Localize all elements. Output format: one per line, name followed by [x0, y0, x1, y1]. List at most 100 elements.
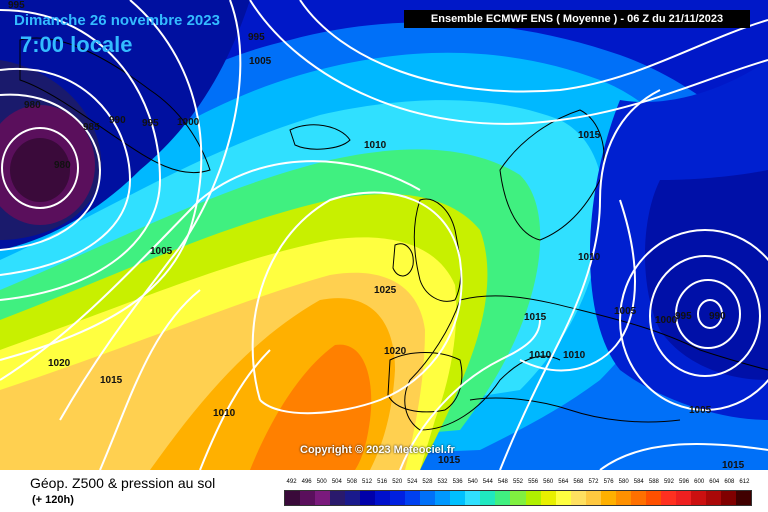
weather-map: [0, 0, 768, 470]
isobar-label: 990: [109, 115, 126, 126]
coast-iberia: [387, 352, 463, 413]
band-deep-orange: [250, 344, 372, 470]
legend-swatch: [690, 491, 706, 505]
isobar-label: 1015: [722, 460, 745, 471]
isobar-label: 1025: [374, 285, 397, 296]
legend-value: 560: [543, 479, 554, 485]
isobar-label: 1010: [213, 408, 236, 419]
isobar-label: 1005: [614, 306, 637, 317]
legend-value: 556: [528, 479, 539, 485]
isobar-label: 995: [675, 311, 692, 322]
legend-value: 596: [679, 479, 690, 485]
legend-swatch: [600, 491, 616, 505]
isobar-label: 985: [83, 122, 100, 133]
isobar-1020: [0, 160, 421, 381]
isobar-1010-west: [199, 349, 271, 470]
isobar-label: 1015: [578, 130, 601, 141]
legend-value: 604: [709, 479, 720, 485]
isobar-label: 1005: [150, 246, 173, 257]
isobar-995-east: [675, 279, 741, 349]
isobar-label: 1005: [249, 56, 272, 67]
legend-value: 496: [301, 479, 312, 485]
legend-swatch: [630, 491, 646, 505]
isobars: [0, 0, 768, 470]
copyright-notice: Copyright © 2023 Meteociel.fr: [300, 444, 455, 456]
legend-swatch: [390, 491, 406, 505]
coast-mediterranean: [469, 397, 681, 423]
map-footer: Géop. Z500 & pression au sol (+ 120h) 49…: [0, 470, 768, 512]
isobar-label: 995: [248, 32, 265, 43]
legend-swatch: [540, 491, 556, 505]
isobar-1010-mid: [519, 199, 636, 372]
legend-value: 568: [573, 479, 584, 485]
legend-value: 588: [648, 479, 659, 485]
legend-value: 508: [346, 479, 357, 485]
isobar-1015-mid: [499, 89, 661, 470]
legend-value: 552: [512, 479, 524, 485]
legend-swatch: [465, 491, 481, 505]
coast-britain: [413, 198, 462, 302]
isobar-label: 980: [24, 100, 41, 111]
isobar-label: 1010: [364, 140, 387, 151]
isobar-980: [1, 127, 79, 209]
legend-value: 524: [407, 479, 418, 485]
coast-greenland: [19, 37, 211, 174]
legend-swatch: [720, 491, 736, 505]
legend-value: 520: [392, 479, 403, 485]
legend-value: 600: [694, 479, 705, 485]
legend-swatch: [420, 491, 436, 505]
legend-swatch: [570, 491, 586, 505]
legend-swatch: [345, 491, 361, 505]
legend-value: 548: [497, 479, 508, 485]
isobar-label: 980: [54, 160, 71, 171]
isobar-label: 1005: [689, 405, 712, 416]
legend-swatch: [645, 491, 661, 505]
product-title: Géop. Z500 & pression au sol: [30, 475, 216, 491]
legend-swatch: [315, 491, 331, 505]
legend-swatch: [285, 491, 301, 505]
isobar-1015-north: [299, 0, 768, 93]
isobar-1025: [251, 191, 463, 415]
forecast-date: Dimanche 26 novembre 2023: [14, 12, 220, 29]
isobar-1005-east: [619, 229, 768, 411]
isobar-label: 1000: [655, 315, 678, 326]
coast-europe: [404, 295, 768, 431]
legend-labels: 492 496 500 504 508 512 516 520 524 528 532 536 540 5…: [284, 479, 752, 489]
legend-value: 492: [286, 479, 297, 485]
isobar-label: 1010: [563, 350, 586, 361]
legend-value: 612: [739, 479, 750, 485]
color-legend: [284, 490, 752, 506]
legend-value: 592: [663, 479, 674, 485]
legend-swatch: [555, 491, 571, 505]
legend-swatch: [660, 491, 676, 505]
legend-value: 512: [362, 479, 373, 485]
geopotential-bands: [0, 22, 768, 470]
isobar-1010-north: [249, 0, 768, 125]
isobar-label: 990: [709, 311, 726, 322]
low-pressure-regions: [0, 0, 768, 380]
legend-value: 584: [633, 479, 644, 485]
forecast-time: 7:00 locale: [20, 32, 133, 57]
coast-iceland: [289, 124, 351, 150]
low-core-inner: [10, 138, 70, 202]
model-run-banner: Ensemble ECMWF ENS ( Moyenne ) - 06 Z du…: [404, 10, 750, 28]
isobar-label: 1010: [578, 252, 601, 263]
isobar-label: 995: [8, 0, 25, 11]
legend-value: 536: [452, 479, 463, 485]
legend-swatch: [330, 491, 346, 505]
isobar-1005: [59, 0, 242, 421]
isobar-995: [0, 9, 162, 301]
legend-swatch: [585, 491, 601, 505]
legend-swatch: [525, 491, 541, 505]
legend-swatch: [480, 491, 496, 505]
legend-swatch: [450, 491, 466, 505]
isobar-label: 1020: [48, 358, 71, 369]
legend-value: 572: [588, 479, 599, 485]
isobar-1000: [0, 0, 203, 361]
isobar-1015-west: [99, 289, 201, 470]
isobar-label: 1000: [177, 117, 200, 128]
coast-scandinavia: [499, 109, 605, 241]
legend-value: 608: [724, 479, 735, 485]
isobar-label: 1015: [100, 375, 123, 386]
